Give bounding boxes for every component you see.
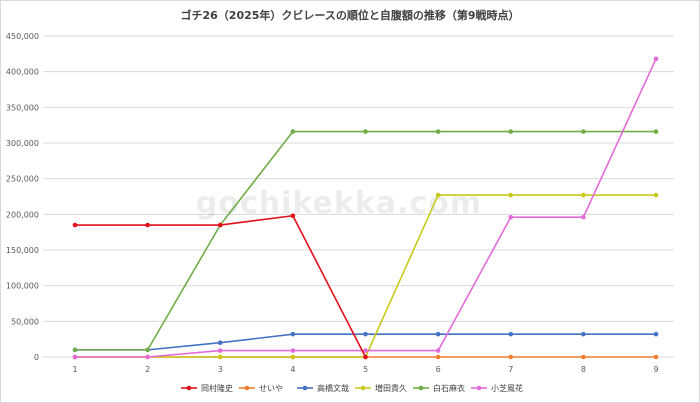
data-point — [508, 331, 514, 337]
series-line — [75, 130, 656, 351]
x-tick-label: 9 — [653, 365, 658, 374]
legend-marker — [302, 385, 308, 391]
data-point — [290, 354, 296, 360]
legend: 岡村隆史 せいや 高橋文哉 増田貴久 白石麻衣 小芝風花 — [181, 383, 523, 393]
data-point — [653, 56, 659, 62]
data-point — [653, 192, 659, 198]
legend-label: 小芝風花 — [491, 383, 523, 393]
data-point — [581, 192, 586, 198]
data-point — [363, 129, 368, 134]
legend-marker — [418, 385, 424, 391]
legend-item: 白石麻衣 — [413, 383, 465, 393]
data-point — [435, 192, 441, 198]
y-tick-label: 350,000 — [6, 103, 39, 112]
data-point — [653, 129, 659, 134]
data-point — [508, 354, 514, 360]
data-point — [290, 331, 296, 337]
data-point — [363, 331, 368, 337]
y-tick-label: 400,000 — [6, 68, 39, 77]
y-tick-label: 0 — [34, 353, 39, 362]
data-point — [435, 354, 441, 360]
x-axis-tick-labels: 1 2 3 4 5 6 7 8 9 — [72, 365, 658, 374]
data-point — [72, 354, 78, 360]
data-point — [435, 331, 441, 337]
legend-label: せいや — [259, 384, 283, 393]
legend-item: 増田貴久 — [355, 383, 407, 393]
y-tick-label: 250,000 — [6, 175, 39, 184]
series-lines — [72, 56, 659, 360]
legend-marker — [244, 385, 250, 391]
data-point — [363, 354, 368, 360]
data-point — [145, 347, 150, 353]
series-5 — [72, 129, 659, 353]
y-axis-tick-labels: 0 50,000 100,000 150,000 200,000 250,000 300,0… — [6, 32, 39, 362]
series-1 — [72, 213, 368, 360]
data-point — [72, 347, 78, 353]
legend-marker — [476, 385, 482, 391]
x-tick-label: 7 — [508, 365, 513, 374]
data-point — [145, 354, 150, 360]
data-point — [72, 222, 78, 228]
data-point — [508, 214, 514, 220]
data-point — [581, 129, 586, 134]
watermark: gochikekka.com — [196, 186, 482, 221]
y-tick-label: 150,000 — [6, 246, 39, 255]
data-point — [653, 331, 659, 337]
data-point — [290, 213, 296, 219]
x-tick-label: 8 — [581, 365, 586, 374]
data-point — [290, 348, 296, 353]
data-point — [217, 354, 223, 360]
x-tick-label: 1 — [72, 365, 77, 374]
data-point — [581, 354, 586, 360]
legend-label: 増田貴久 — [375, 383, 407, 393]
data-point — [581, 331, 586, 337]
data-point — [581, 214, 586, 220]
data-point — [435, 348, 441, 353]
x-tick-label: 4 — [290, 365, 295, 374]
series-line — [75, 333, 656, 351]
legend-label: 高橋文哉 — [317, 383, 349, 393]
data-point — [435, 129, 441, 134]
y-tick-label: 50,000 — [11, 317, 39, 326]
legend-item: 小芝風花 — [471, 383, 523, 393]
y-tick-label: 200,000 — [6, 210, 39, 219]
legend-item: せいや — [239, 384, 283, 393]
data-point — [508, 192, 514, 198]
y-tick-label: 450,000 — [6, 32, 39, 41]
x-tick-label: 6 — [436, 365, 441, 374]
data-point — [363, 348, 368, 353]
legend-label: 白石麻衣 — [433, 383, 465, 393]
legend-item: 岡村隆史 — [181, 383, 233, 393]
y-tick-label: 300,000 — [6, 139, 39, 148]
data-point — [145, 222, 150, 228]
data-point — [508, 129, 514, 134]
data-point — [217, 340, 223, 346]
data-point — [217, 222, 223, 228]
series-6 — [72, 56, 659, 360]
legend-item: 高橋文哉 — [297, 383, 349, 393]
series-line — [75, 214, 367, 358]
x-tick-label: 2 — [145, 365, 150, 374]
x-tick-label: 3 — [218, 365, 223, 374]
y-tick-label: 100,000 — [6, 282, 39, 291]
x-tick-label: 5 — [363, 365, 368, 374]
chart-title: ゴチ26（2025年）クビレースの順位と自腹額の推移（第9戦時点） — [180, 8, 519, 22]
data-point — [290, 129, 296, 134]
data-point — [217, 348, 223, 353]
data-point — [653, 354, 659, 360]
gridlines — [43, 35, 674, 358]
legend-marker — [360, 385, 366, 391]
legend-marker — [186, 385, 192, 391]
legend-label: 岡村隆史 — [201, 383, 233, 393]
